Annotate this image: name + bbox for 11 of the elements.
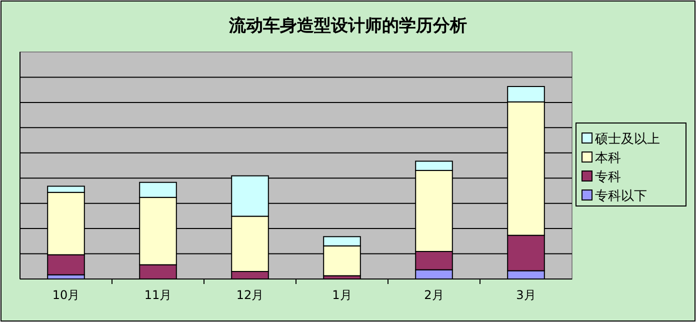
legend-label: 专科以下 — [595, 189, 647, 204]
x-tick-label: 10月 — [52, 288, 80, 302]
legend-label: 硕士及以上 — [594, 132, 660, 147]
x-tick-label: 3月 — [516, 288, 536, 302]
x-tick-label: 2月 — [424, 288, 444, 302]
chart-title: 流动车身造型设计师的学历分析 — [228, 16, 467, 36]
legend-label: 专科 — [595, 170, 621, 185]
x-tick-label: 1月 — [332, 288, 352, 302]
x-tick-label: 12月 — [236, 288, 264, 302]
x-tick-label: 11月 — [144, 288, 172, 302]
legend-label: 本科 — [595, 151, 621, 166]
